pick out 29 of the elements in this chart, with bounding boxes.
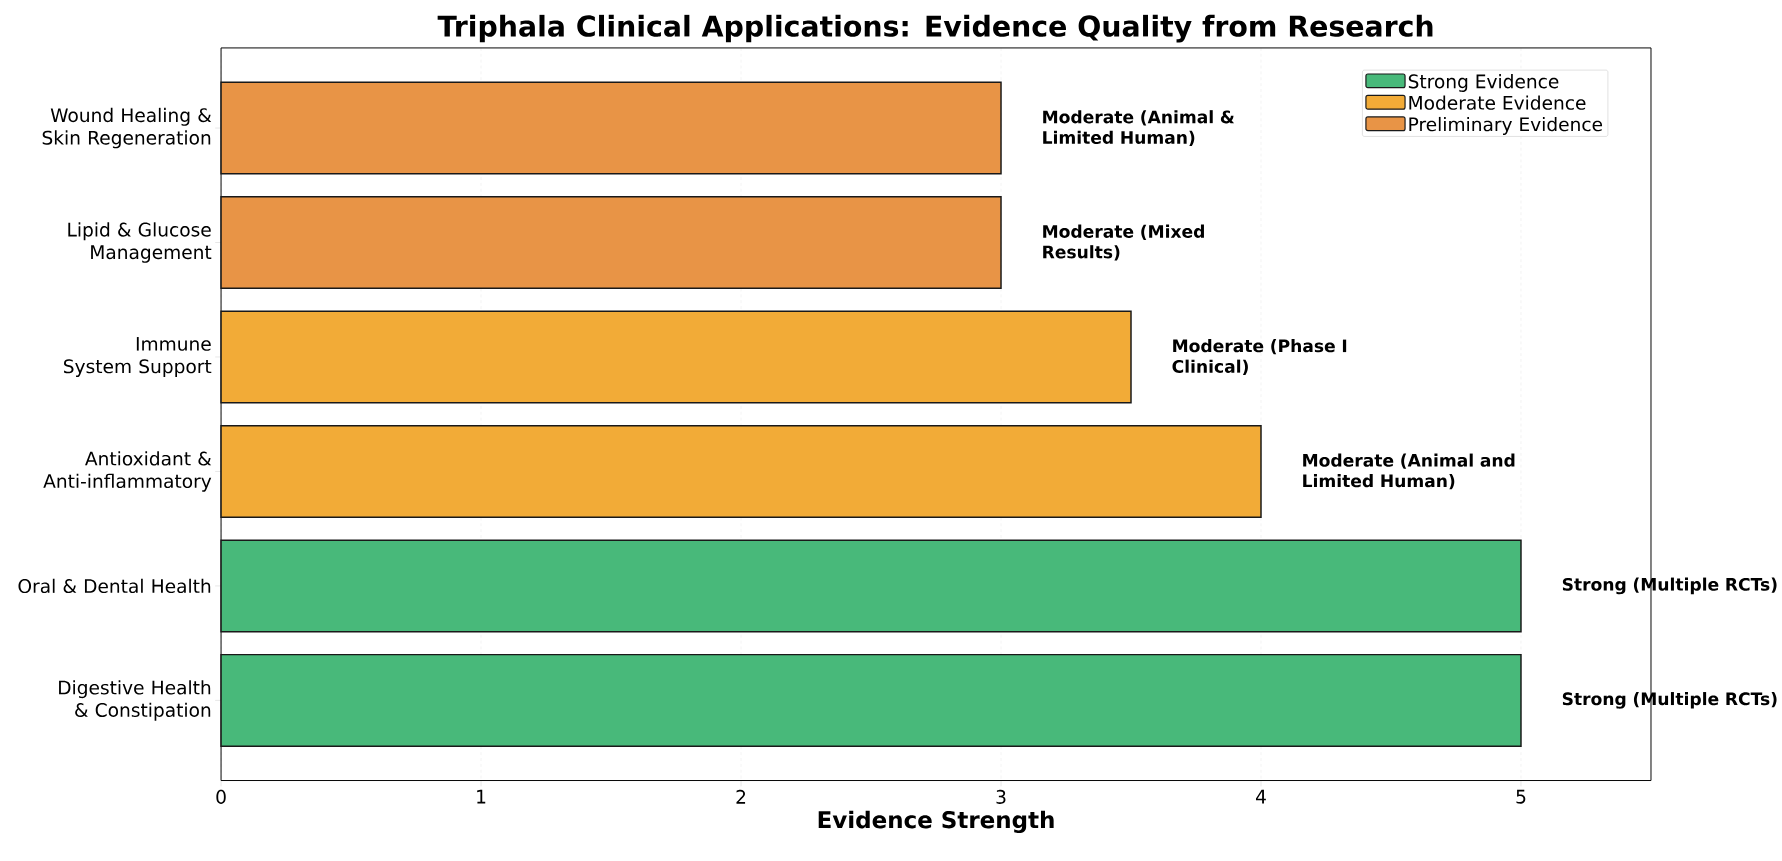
annotation: Moderate (Animal & Limited Human): [1043, 110, 1235, 147]
x-axis-title: Evidence Strength: [818, 810, 1054, 834]
y-tick-label: Lipid & Glucose Management: [68, 222, 212, 263]
annotation: Moderate (Animal and Limited Human): [1303, 453, 1515, 490]
chart-title: Triphala Clinical Applications: Evidence Quality from Research: [437, 14, 1433, 43]
x-tick-label: 5: [1516, 789, 1526, 804]
y-tick-label: Wound Healing & Skin Regeneration: [42, 107, 212, 149]
legend-label: Moderate Evidence: [1409, 95, 1586, 110]
bar: [220, 196, 1002, 290]
bar: [220, 310, 1132, 404]
y-tick-label: Immune System Support: [64, 337, 212, 378]
bar: [220, 81, 1002, 175]
annotation: Moderate (Mixed Results): [1043, 224, 1204, 261]
x-tick-label: 4: [1256, 789, 1266, 804]
x-tick-label: 0: [216, 789, 226, 805]
bar: [220, 425, 1262, 519]
bar: [220, 654, 1522, 748]
y-tick-label: Oral & Dental Health: [18, 578, 211, 594]
annotation: Strong (Multiple RCTs): [1562, 577, 1777, 595]
x-tick-label: 3: [996, 789, 1006, 805]
y-tick-label: Antioxidant & Anti-inflammatory: [43, 451, 212, 492]
x-tick-label: 1: [477, 789, 486, 804]
bar: [220, 539, 1522, 633]
annotation: Moderate (Phase I Clinical): [1172, 339, 1347, 376]
annotation: Strong (Multiple RCTs): [1562, 692, 1777, 709]
legend-label: Strong Evidence: [1408, 74, 1559, 93]
legend-label: Preliminary Evidence: [1409, 117, 1603, 136]
x-tick-label: 2: [736, 789, 746, 804]
y-tick-label: Digestive Health & Constipation: [59, 680, 211, 721]
